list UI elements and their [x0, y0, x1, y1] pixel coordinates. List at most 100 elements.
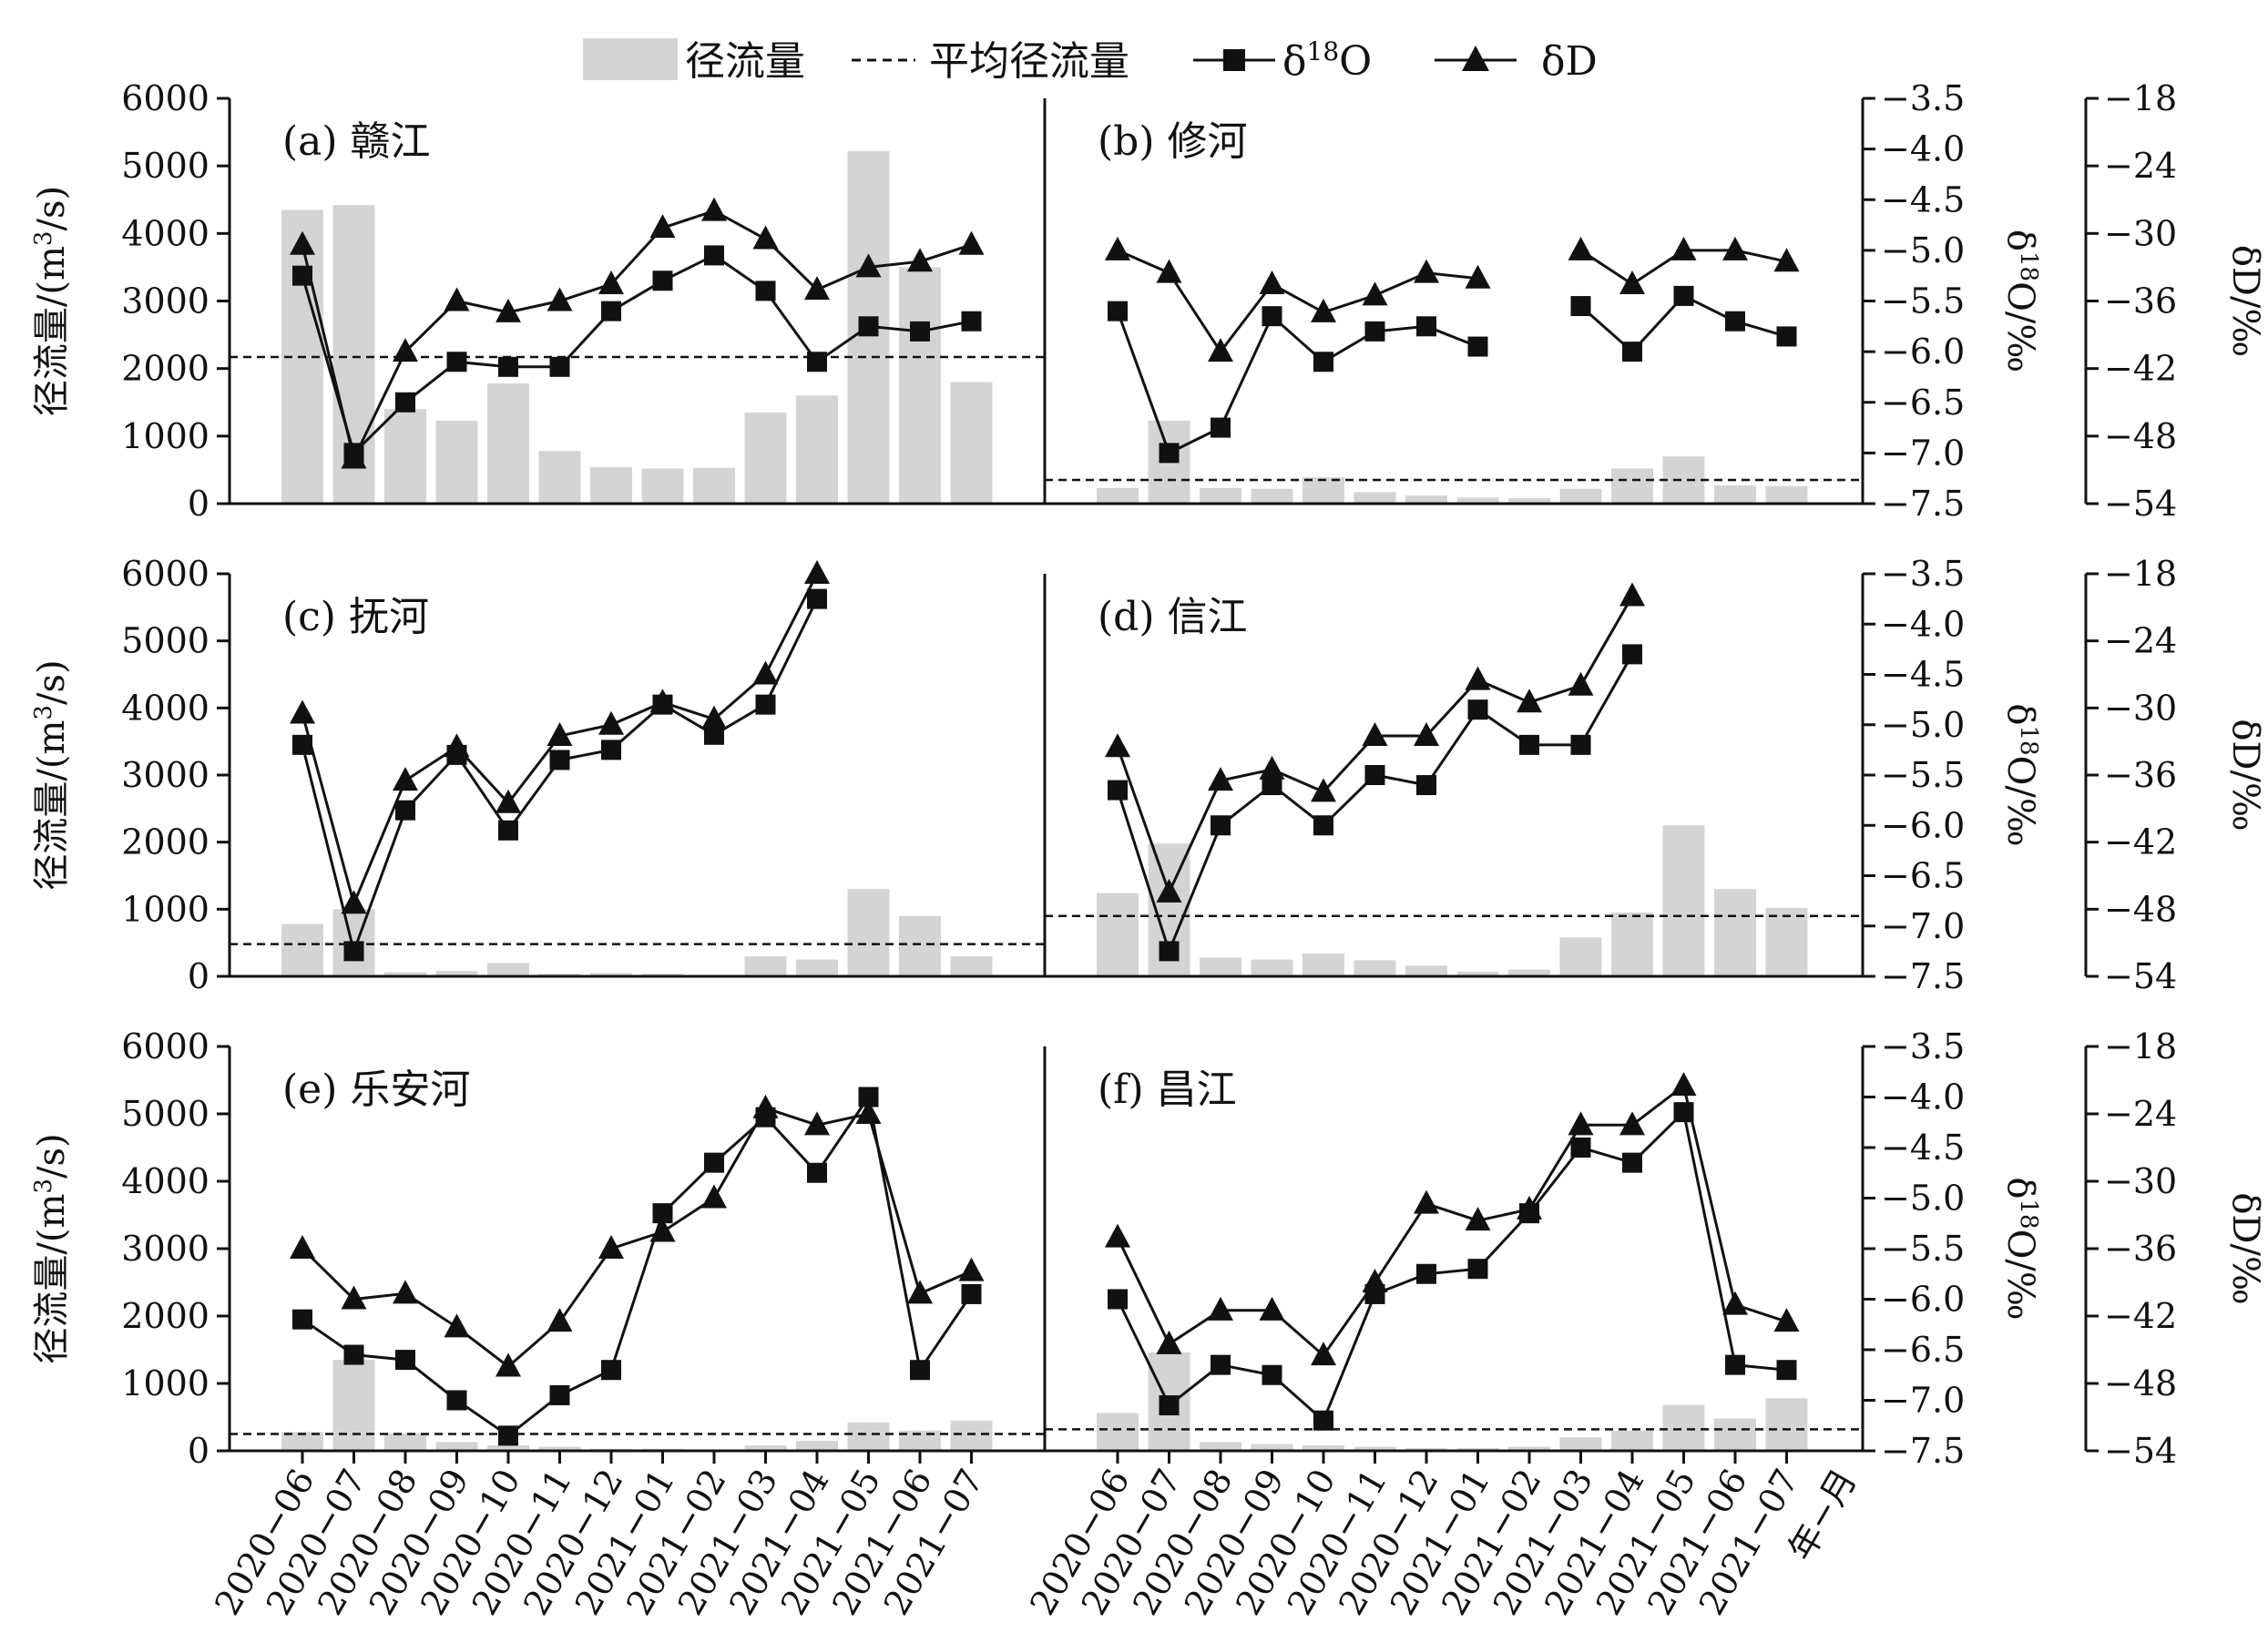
- x-ticks-2-0: 2020−062020−072020−082020−092020−102020−…: [207, 1451, 991, 1622]
- runoff-bar: [744, 1445, 787, 1451]
- runoff-axis-title: 径流量/(m3/s): [30, 659, 73, 890]
- dd-point: [495, 789, 521, 813]
- dd-point: [958, 230, 985, 255]
- panel-5: (f) 昌江: [1043, 1046, 1863, 1453]
- dd-series-line-0: [301, 1106, 973, 1369]
- d18o-point: [1776, 1360, 1797, 1381]
- runoff-tick-label: 2000: [121, 1296, 209, 1336]
- d18o-axis-1: −7.5 −7.0 −6.5 −6.0 −5.5 −5.0 −4.5 −4.0 −3.5 δ18O…: [1861, 554, 2042, 996]
- d18o-point: [1211, 815, 1231, 836]
- d18o-tick-label: −7.5: [1881, 956, 1965, 996]
- dd-point: [958, 1257, 985, 1281]
- runoff-tick-label: 6000: [121, 1026, 209, 1066]
- runoff-bar: [950, 382, 993, 504]
- runoff-bar: [1303, 1445, 1344, 1451]
- d18o-tick-label: −4.5: [1881, 179, 1965, 219]
- dd-point: [547, 1308, 573, 1332]
- d18o-point: [961, 1283, 982, 1304]
- dd-point: [855, 1100, 882, 1124]
- dd-tick-label: −54: [2104, 1431, 2177, 1471]
- d18o-tick-label: −6.0: [1881, 805, 1965, 845]
- panel-1: (b) 修河: [1043, 98, 1863, 505]
- runoff-bar: [693, 467, 735, 504]
- d18o-point: [292, 734, 312, 755]
- dd-point: [598, 710, 624, 735]
- runoff-tick-label: 4000: [121, 688, 209, 728]
- runoff-bar: [1251, 488, 1293, 504]
- legend-runoff-label: 径流量: [685, 38, 805, 85]
- dd-point: [290, 1235, 315, 1259]
- dd-point: [598, 1235, 624, 1259]
- runoff-bar: [1354, 960, 1396, 976]
- dd-tick-label: −18: [2104, 554, 2177, 594]
- dd-tick-label: −42: [2104, 1296, 2177, 1336]
- x-ticks-2-1: 2020−062020−072020−082020−092020−102020−…: [1022, 1451, 1806, 1622]
- dd-tick-label: −54: [2104, 956, 2177, 996]
- dd-point: [393, 338, 418, 362]
- runoff-bar: [1200, 957, 1241, 976]
- runoff-axis-title-sup: 3: [30, 231, 57, 247]
- panel-label: (d) 信江: [1098, 594, 1247, 640]
- dd-point: [649, 1218, 676, 1242]
- dd-point: [907, 1280, 933, 1304]
- dd-tick-label: −18: [2104, 78, 2177, 118]
- d18o-tick-label: −6.5: [1881, 1330, 1965, 1370]
- d18o-point: [395, 1350, 415, 1371]
- runoff-bar: [1405, 965, 1447, 976]
- dd-point: [907, 248, 933, 272]
- dd-point: [1465, 1207, 1491, 1231]
- d18o-point: [498, 820, 518, 841]
- d18o-point: [1622, 342, 1642, 362]
- runoff-bar: [435, 1442, 478, 1451]
- d18o-point: [1211, 1354, 1231, 1375]
- runoff-bar: [1508, 1446, 1550, 1451]
- dd-axis-title: δD/‰: [2224, 719, 2266, 831]
- d18o-axis-title-end: O/‰: [1999, 281, 2041, 372]
- dd-point: [1156, 1330, 1182, 1354]
- dd-point: [1259, 755, 1285, 780]
- runoff-bar: [1097, 893, 1139, 976]
- runoff-bar: [384, 972, 426, 976]
- dd-tick-label: −54: [2104, 484, 2177, 524]
- d18o-tick-label: −6.0: [1881, 332, 1965, 372]
- runoff-bar: [281, 924, 323, 976]
- d18o-tick-label: −4.0: [1881, 1077, 1965, 1117]
- d18o-point: [1262, 1364, 1282, 1385]
- panel-label: (c) 抚河: [282, 594, 429, 640]
- dd-point: [1773, 1308, 1800, 1332]
- dd-point: [1568, 671, 1594, 696]
- d18o-point: [1108, 301, 1128, 321]
- d18o-point: [395, 800, 415, 821]
- d18o-point: [343, 1344, 364, 1365]
- d18o-point: [1364, 765, 1385, 785]
- d18o-point: [1622, 644, 1642, 665]
- d18o-point: [910, 321, 930, 342]
- dd-point: [341, 890, 367, 914]
- d18o-point: [858, 1087, 879, 1107]
- runoff-tick-label: 3000: [121, 1229, 209, 1269]
- runoff-bar: [1303, 477, 1344, 504]
- d18o-point: [549, 1384, 570, 1405]
- d18o-point: [1519, 734, 1539, 755]
- d18o-axis-title-sup: 18: [2015, 1199, 2042, 1230]
- legend-mean-runoff-label: 平均径流量: [929, 38, 1129, 85]
- runoff-bar: [1097, 1413, 1139, 1451]
- runoff-bar: [1611, 468, 1653, 504]
- dd-point: [649, 689, 676, 713]
- dd-point: [804, 276, 830, 301]
- dd-point: [649, 214, 676, 239]
- d18o-point: [1570, 296, 1591, 317]
- runoff-bar: [1303, 953, 1344, 976]
- dd-tick-label: −30: [2104, 688, 2177, 728]
- dd-point: [444, 1313, 470, 1338]
- runoff-tick-label: 4000: [121, 1161, 209, 1201]
- d18o-tick-label: −7.0: [1881, 906, 1965, 946]
- dd-point: [1773, 248, 1800, 272]
- runoff-tick-label: 3000: [121, 281, 209, 321]
- plot-area: (a) 赣江 (b) 修河 (c) 抚河 (d) 信江 (e) 乐安河 (f) 昌江 0 10…: [30, 78, 2266, 1622]
- runoff-bar: [1251, 959, 1293, 976]
- legend-dd-label: δD: [1541, 38, 1598, 85]
- runoff-bar: [1714, 1418, 1756, 1451]
- d18o-point: [1776, 326, 1797, 347]
- d18o-point: [1108, 1289, 1128, 1310]
